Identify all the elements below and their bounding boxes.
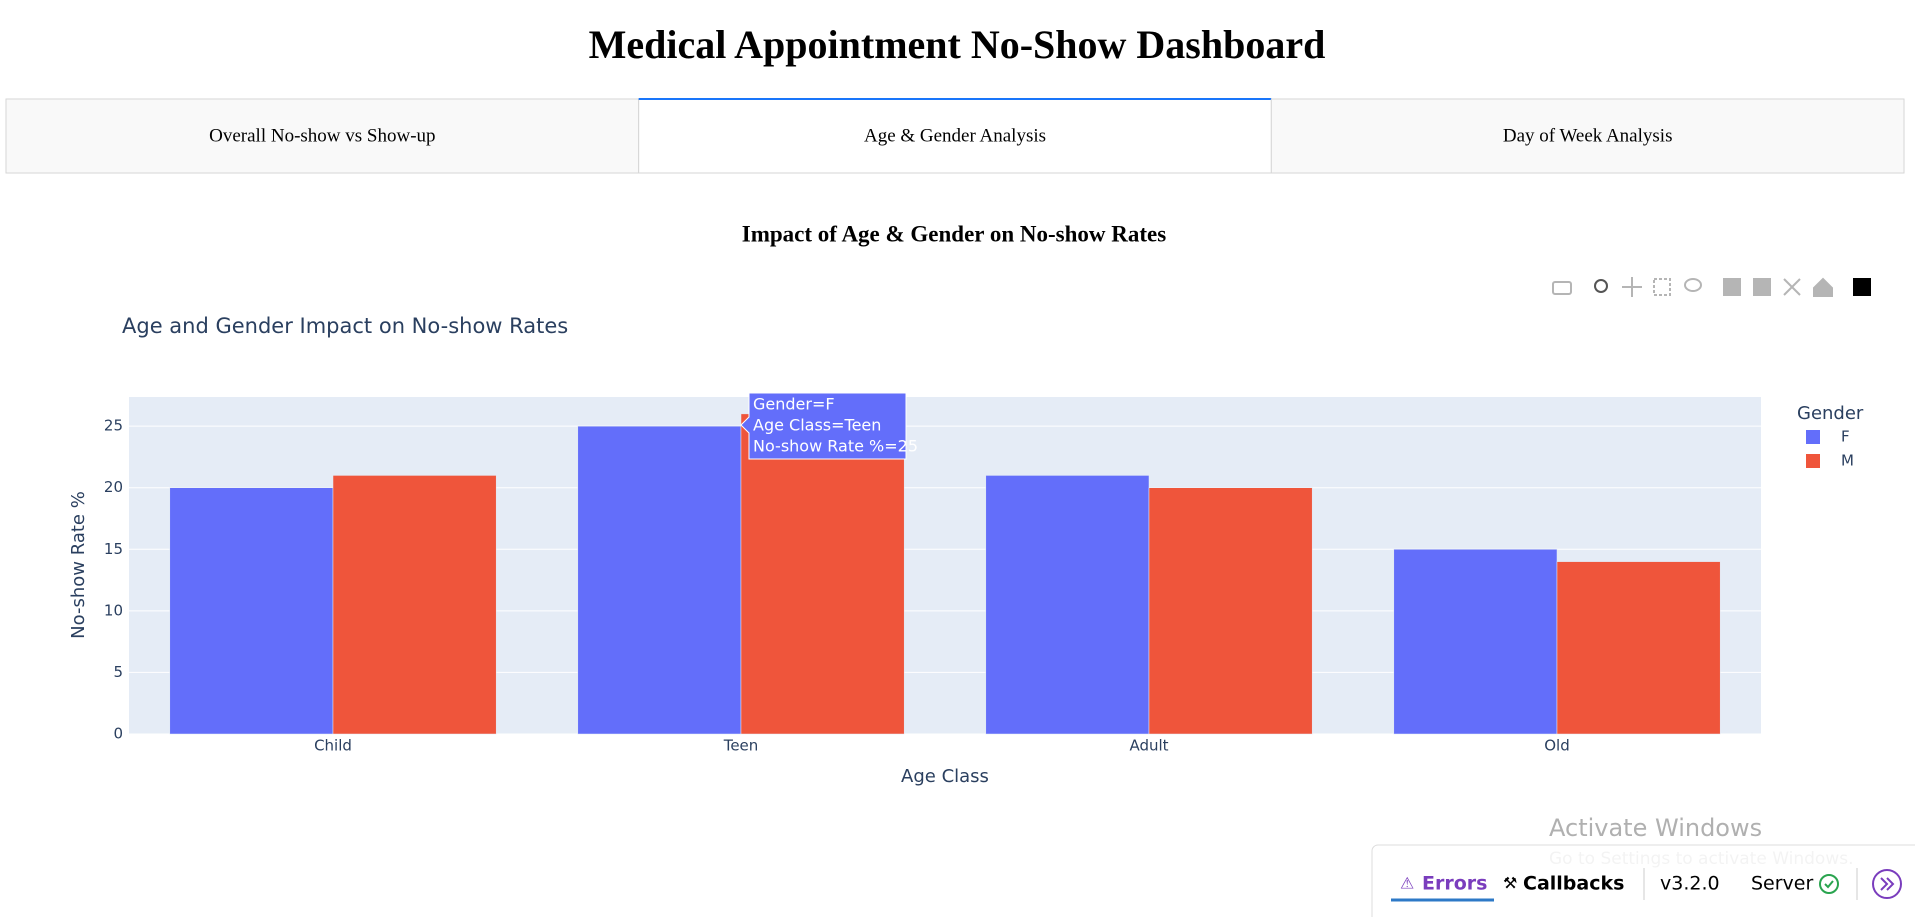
errors-icon: ⚠ [1400, 874, 1414, 893]
tab-label[interactable]: Overall No-show vs Show-up [209, 125, 435, 146]
legend-title: Gender [1797, 403, 1864, 424]
x-tick-label: Teen [723, 737, 759, 755]
y-axis-title: No-show Rate % [68, 491, 89, 639]
legend-label[interactable]: M [1841, 452, 1854, 470]
bar [1148, 487, 1313, 735]
autoscale-icon[interactable] [1783, 278, 1801, 296]
tab-label[interactable]: Age & Gender Analysis [864, 125, 1046, 146]
y-tick-label: 0 [113, 725, 123, 743]
y-tick-label: 25 [104, 417, 123, 435]
legend-swatch[interactable] [1806, 430, 1820, 444]
chart: Age and Gender Impact on No-show Rates 0… [68, 314, 1864, 787]
expand-icon [1880, 877, 1895, 891]
legend-swatch[interactable] [1806, 454, 1820, 468]
callbacks-button[interactable]: Callbacks [1523, 873, 1624, 895]
bar [577, 425, 742, 735]
server-label[interactable]: Server [1751, 873, 1813, 895]
tooltip-line: No-show Rate %=25 [753, 437, 918, 456]
x-axis-title: Age Class [901, 766, 989, 787]
zoom-out-icon[interactable] [1753, 278, 1771, 296]
tab[interactable] [5, 98, 640, 174]
x-tick-label: Child [314, 737, 352, 755]
zoom-in-icon[interactable] [1723, 278, 1741, 296]
section-title: Impact of Age & Gender on No-show Rates [742, 221, 1166, 246]
watermark-title: Activate Windows [1549, 814, 1762, 842]
tab-bar: Overall No-show vs Show-up Age & Gender A… [5, 98, 1905, 174]
tab[interactable] [1270, 98, 1905, 174]
version-label[interactable]: v3.2.0 [1660, 873, 1720, 895]
devtools: ⚠ Errors ⚒ Callbacks v3.2.0 Server [1371, 844, 1915, 917]
legend-label[interactable]: F [1841, 428, 1850, 446]
camera-icon[interactable] [1552, 281, 1572, 295]
bar [1393, 549, 1558, 735]
tooltip-line: Gender=F [753, 395, 835, 414]
pan-icon[interactable] [1622, 277, 1642, 297]
server-status [1819, 874, 1839, 894]
modebar [1552, 277, 1871, 297]
bar [740, 413, 905, 735]
tooltip: Gender=F Age Class=Teen No-show Rate %=25 [740, 392, 918, 460]
zoom-icon[interactable] [1594, 279, 1608, 293]
y-tick-label: 15 [104, 540, 123, 558]
chart-title: Age and Gender Impact on No-show Rates [122, 314, 568, 338]
bar [985, 475, 1150, 735]
reset-icon[interactable] [1813, 277, 1833, 297]
x-tick-label: Adult [1129, 737, 1168, 755]
bar [332, 475, 497, 735]
y-tick-label: 5 [113, 663, 123, 681]
expand-button[interactable] [1872, 869, 1902, 899]
page-title: Medical Appointment No-Show Dashboard [589, 22, 1326, 67]
tab[interactable] [638, 98, 1272, 174]
tooltip-line: Age Class=Teen [753, 416, 881, 435]
bar [1556, 561, 1721, 735]
tooltip-box [740, 392, 907, 460]
server-check [1824, 880, 1834, 889]
errors-button[interactable]: Errors [1422, 873, 1487, 895]
select-icon[interactable] [1653, 278, 1671, 296]
callbacks-icon: ⚒ [1503, 874, 1517, 893]
y-tick-label: 20 [104, 478, 123, 496]
lasso-icon[interactable] [1684, 278, 1702, 292]
bar [169, 487, 334, 735]
y-tick-label: 10 [104, 601, 123, 619]
plotly-logo[interactable] [1853, 278, 1871, 296]
x-tick-label: Old [1544, 737, 1570, 755]
tab-label[interactable]: Day of Week Analysis [1503, 125, 1673, 146]
